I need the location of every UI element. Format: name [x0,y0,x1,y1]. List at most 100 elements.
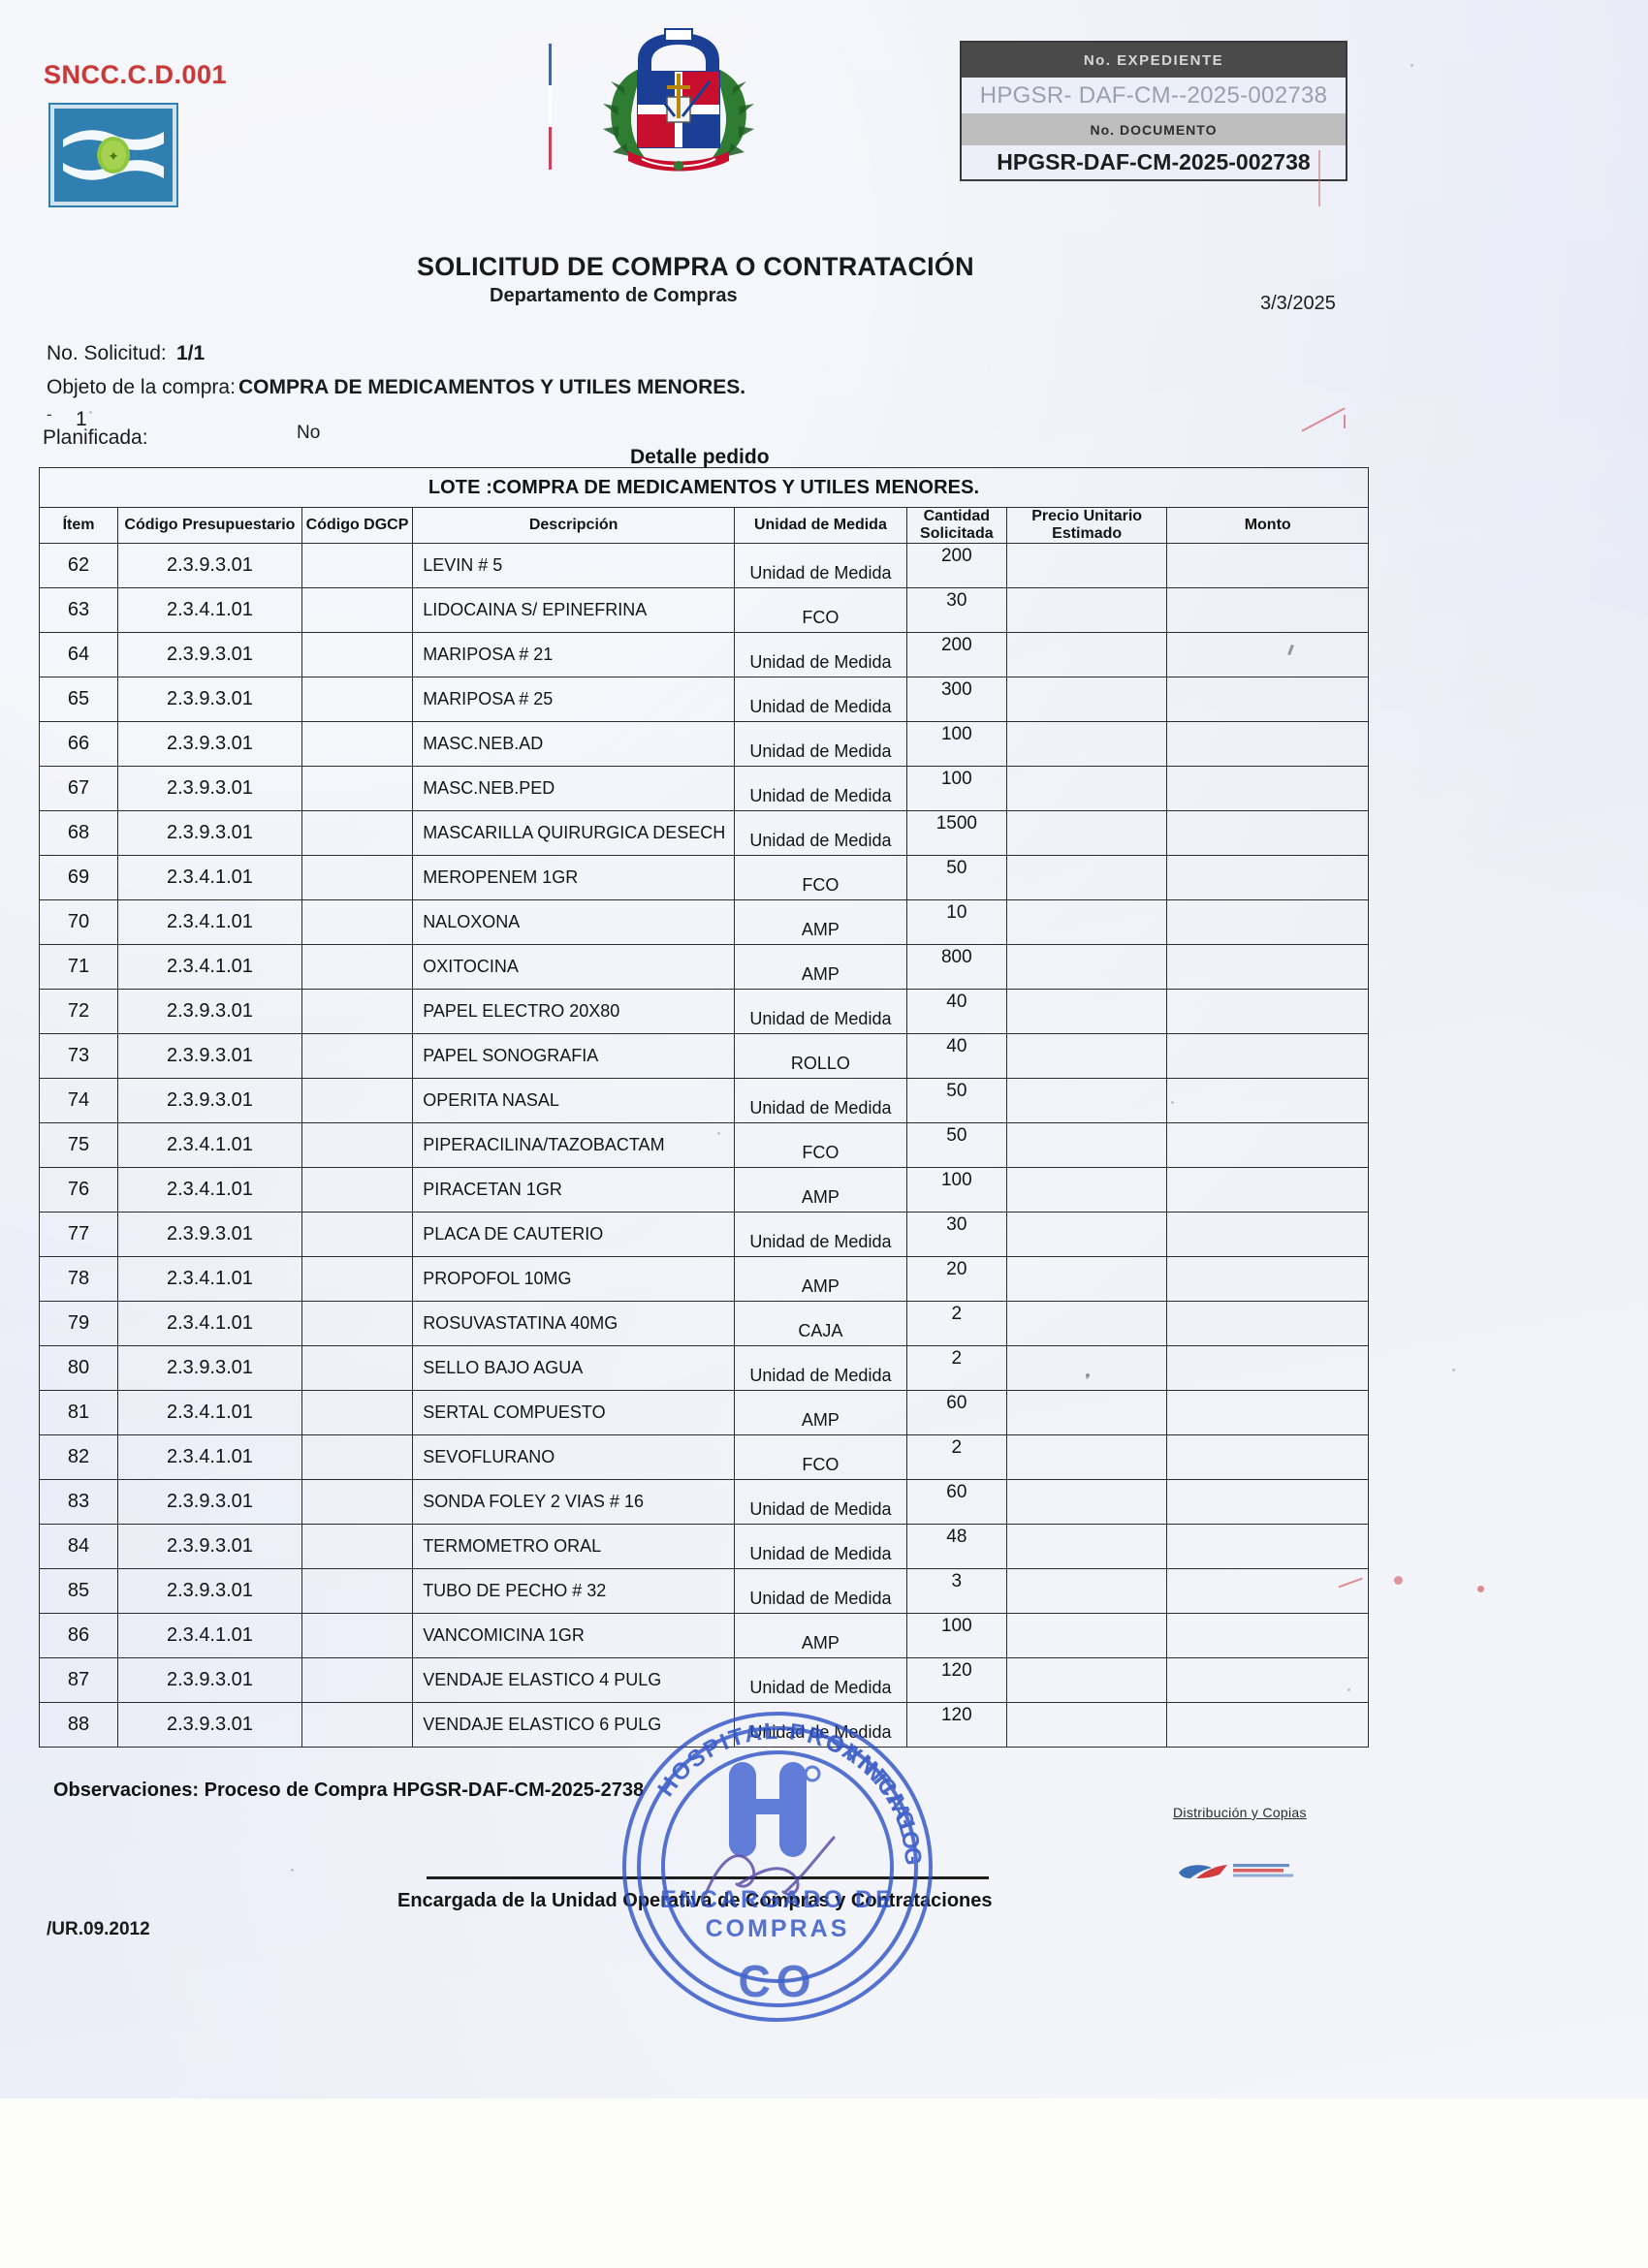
cell-monto [1166,632,1369,677]
cell-descripcion: MASCARILLA QUIRURGICA DESECH [412,810,736,856]
cell-monto [1166,1434,1369,1480]
cell-item: 67 [38,766,119,811]
cell-descripcion: SONDA FOLEY 2 VIAS # 16 [412,1479,736,1525]
table-row: 67 2.3.9.3.01 MASC.NEB.PED Unidad de Medida… [38,766,1369,811]
cell-codigo-presupuestario: 2.3.9.3.01 [117,766,302,811]
cell-descripcion: MEROPENEM 1GR [412,855,736,900]
cell-cantidad-solicitada: 2 [905,1301,1007,1346]
cell-codigo-presupuestario: 2.3.9.3.01 [117,721,302,767]
cell-codigo-dgcp [301,1702,414,1748]
cell-precio-unitario [1005,1479,1168,1525]
table-row: 86 2.3.4.1.01 VANCOMICINA 1GR AMP 100 [38,1613,1369,1658]
cell-cantidad-solicitada: 30 [905,587,1007,633]
cell-unidad-medida: Unidad de Medida [734,1657,907,1703]
cell-item: 83 [38,1479,119,1525]
cell-unidad-medida: Unidad de Medida [734,1479,907,1525]
cell-item: 80 [38,1345,119,1391]
cell-unidad-medida: Unidad de Medida [734,632,907,677]
cell-monto [1166,1568,1369,1614]
cell-cantidad-solicitada: 2 [905,1434,1007,1480]
expediente-label: No. EXPEDIENTE [962,43,1346,78]
cell-cantidad-solicitada: 10 [905,899,1007,945]
cell-unidad-medida: FCO [734,587,907,633]
cell-descripcion: SEVOFLURANO [412,1434,736,1480]
cell-descripcion: MASC.NEB.PED [412,766,736,811]
cell-codigo-dgcp [301,1256,414,1302]
signature-line [427,1876,989,1879]
cell-cantidad-solicitada: 100 [905,766,1007,811]
cell-precio-unitario [1005,1078,1168,1123]
table-row: 85 2.3.9.3.01 TUBO DE PECHO # 32 Unidad de … [38,1568,1369,1614]
cell-item: 75 [38,1122,119,1168]
cell-codigo-presupuestario: 2.3.4.1.01 [117,855,302,900]
table-row: 66 2.3.9.3.01 MASC.NEB.AD Unidad de Medida 1… [38,721,1369,767]
page-subtitle: Departamento de Compras [490,285,738,306]
cell-codigo-presupuestario: 2.3.4.1.01 [117,1390,302,1435]
detalle-pedido-table: LOTE :COMPRA DE MEDICAMENTOS Y UTILES ME… [38,467,1369,1748]
cell-cantidad-solicitada: 2 [905,1345,1007,1391]
cell-item: 64 [38,632,119,677]
cell-codigo-dgcp [301,766,414,811]
column-header-codigo: Código Presupuestario [117,507,302,544]
cell-item: 81 [38,1390,119,1435]
cell-codigo-presupuestario: 2.3.4.1.01 [117,1613,302,1658]
cell-unidad-medida: FCO [734,1434,907,1480]
lote-title-cell: LOTE :COMPRA DE MEDICAMENTOS Y UTILES ME… [39,467,1369,508]
table-row: 74 2.3.9.3.01 OPERITA NASAL Unidad de Medid… [38,1078,1369,1123]
cell-descripcion: PAPEL SONOGRAFIA [412,1033,736,1079]
pen-mark [1344,415,1346,428]
cell-unidad-medida: FCO [734,855,907,900]
cell-item: 65 [38,677,119,722]
svg-text:ENCARGADO DE: ENCARGADO DE [660,1886,895,1913]
cell-cantidad-solicitada: 50 [905,1122,1007,1168]
table-row: 70 2.3.4.1.01 NALOXONA AMP 10 [38,899,1369,945]
table-row: 68 2.3.9.3.01 MASCARILLA QUIRURGICA DESECH… [38,810,1369,856]
cell-precio-unitario [1005,766,1168,811]
cell-codigo-presupuestario: 2.3.9.3.01 [117,1479,302,1525]
cell-precio-unitario [1005,944,1168,990]
cell-descripcion: TERMOMETRO ORAL [412,1524,736,1569]
cell-cantidad-solicitada: 100 [905,1613,1007,1658]
cell-monto [1166,899,1369,945]
cell-descripcion: MASC.NEB.AD [412,721,736,767]
documento-label: No. DOCUMENTO [962,113,1346,145]
dgcp-logo-icon [1175,1861,1311,1882]
cell-monto [1166,543,1369,588]
cell-precio-unitario [1005,1345,1168,1391]
cell-descripcion: VANCOMICINA 1GR [412,1613,736,1658]
cell-codigo-presupuestario: 2.3.9.3.01 [117,632,302,677]
cell-monto [1166,1613,1369,1658]
cell-codigo-presupuestario: 2.3.9.3.01 [117,1702,302,1748]
cell-monto [1166,989,1369,1034]
cell-descripcion: MARIPOSA # 25 [412,677,736,722]
cell-item: 76 [38,1167,119,1213]
cell-descripcion: LEVIN # 5 [412,543,736,588]
table-row: 72 2.3.9.3.01 PAPEL ELECTRO 20X80 Unidad de… [38,989,1369,1034]
cell-unidad-medida: Unidad de Medida [734,543,907,588]
cell-unidad-medida: FCO [734,1122,907,1168]
cell-item: 77 [38,1212,119,1257]
cell-unidad-medida: AMP [734,1390,907,1435]
document-date: 3/3/2025 [1260,293,1336,314]
cell-cantidad-solicitada: 120 [905,1657,1007,1703]
scan-speckle [1410,64,1413,67]
cell-precio-unitario [1005,543,1168,588]
cell-codigo-dgcp [301,587,414,633]
cell-item: 79 [38,1301,119,1346]
cell-monto [1166,1524,1369,1569]
cell-item: 68 [38,810,119,856]
cell-unidad-medida: Unidad de Medida [734,721,907,767]
observaciones-text: Observaciones: Proceso de Compra HPGSR-D… [53,1780,645,1801]
cell-monto [1166,944,1369,990]
table-row: 83 2.3.9.3.01 SONDA FOLEY 2 VIAS # 16 Unida… [38,1479,1369,1525]
expediente-value: HPGSR- DAF-CM--2025-002738 [979,81,1328,109]
distribucion-label: Distribución y Copias [1173,1805,1307,1820]
cell-monto [1166,1122,1369,1168]
documento-value: HPGSR-DAF-CM-2025-002738 [997,149,1311,174]
cell-precio-unitario [1005,1524,1168,1569]
cell-codigo-presupuestario: 2.3.9.3.01 [117,810,302,856]
cell-precio-unitario [1005,1390,1168,1435]
cell-precio-unitario [1005,1702,1168,1748]
cell-descripcion: NALOXONA [412,899,736,945]
cell-descripcion: TUBO DE PECHO # 32 [412,1568,736,1614]
